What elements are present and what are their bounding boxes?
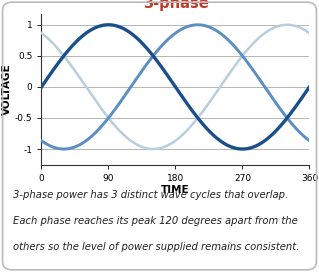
Y-axis label: VOLTAGE: VOLTAGE bbox=[2, 63, 12, 115]
Text: 3-phase power has 3 distinct wave cycles that overlap.: 3-phase power has 3 distinct wave cycles… bbox=[13, 190, 288, 200]
X-axis label: TIME: TIME bbox=[161, 185, 190, 195]
Text: Each phase reaches its peak 120 degrees apart from the: Each phase reaches its peak 120 degrees … bbox=[13, 216, 298, 226]
Text: others so the level of power supplied remains consistent.: others so the level of power supplied re… bbox=[13, 242, 299, 252]
Title: 3-phase: 3-phase bbox=[143, 0, 208, 11]
